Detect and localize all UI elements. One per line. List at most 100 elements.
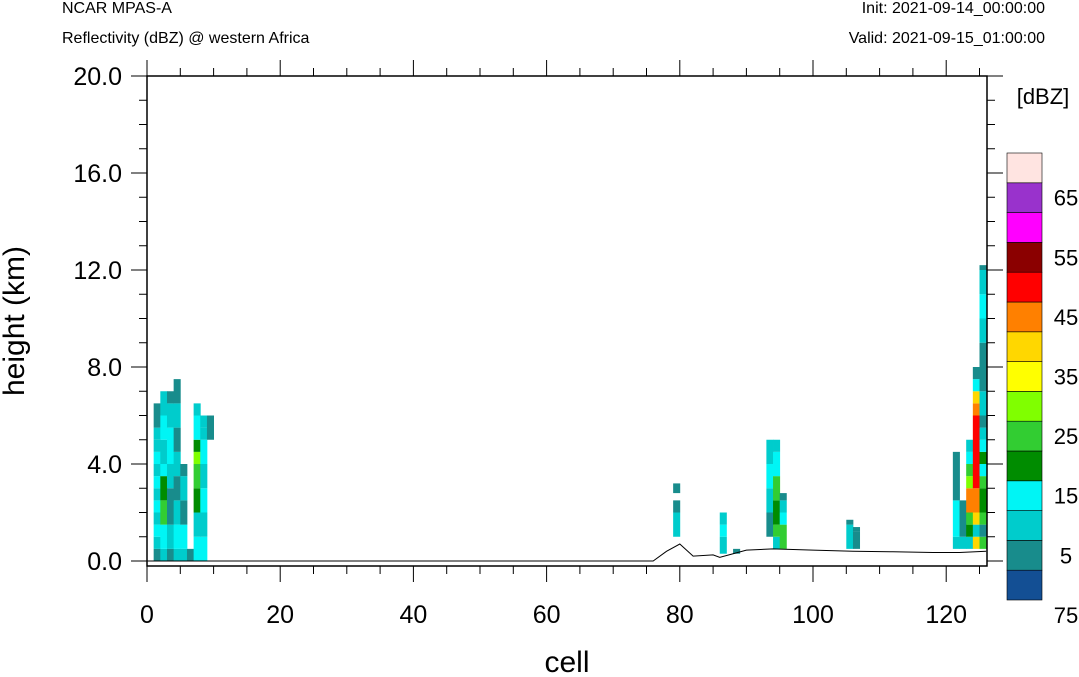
- reflectivity-cell: [153, 439, 161, 452]
- reflectivity-cell: [972, 524, 980, 537]
- reflectivity-cell: [166, 548, 175, 561]
- reflectivity-cell: [972, 391, 980, 404]
- reflectivity-cell: [979, 427, 987, 440]
- reflectivity-cell: [173, 524, 181, 549]
- reflectivity-cell: [972, 415, 980, 489]
- reflectivity-cell: [979, 451, 987, 464]
- reflectivity-cell: [979, 294, 987, 319]
- reflectivity-cell: [200, 488, 208, 513]
- y-tick-label: 16.0: [73, 160, 122, 188]
- x-axis-ticks: 0 20 40 60 80 100 120: [140, 60, 980, 629]
- reflectivity-cell: [673, 512, 681, 537]
- chart-subtitle: Reflectivity (dBZ) @ western Africa: [62, 30, 310, 47]
- reflectivity-cell: [979, 270, 987, 295]
- reflectivity-cell: [153, 548, 161, 561]
- reflectivity-cell: [979, 367, 987, 392]
- reflectivity-cell: [773, 439, 781, 452]
- reflectivity-cell: [160, 548, 168, 561]
- y-tick-label: 20.0: [73, 63, 122, 91]
- reflectivity-cell: [153, 524, 161, 537]
- colorbar-segment: [1006, 212, 1043, 243]
- reflectivity-cell: [959, 536, 967, 549]
- reflectivity-cell: [193, 439, 201, 452]
- colorbar-unit-label: [dBZ]: [1017, 84, 1070, 109]
- colorbar-segment: [1006, 480, 1043, 511]
- colorbar-segment: [1006, 182, 1043, 213]
- colorbar-tick-label: 35: [1054, 365, 1078, 390]
- reflectivity-cell: [979, 415, 987, 428]
- reflectivity-cell: [979, 439, 987, 452]
- model-name-title: NCAR MPAS-A: [62, 0, 172, 17]
- reflectivity-cell: [966, 439, 974, 452]
- colorbar-tick-label: 15: [1054, 484, 1078, 509]
- reflectivity-cell: [979, 265, 987, 270]
- reflectivity-cell: [153, 536, 161, 549]
- reflectivity-cell: [766, 512, 774, 537]
- reflectivity-cell: [852, 531, 861, 549]
- colorbar-tick-label: 65: [1054, 186, 1078, 211]
- reflectivity-cell: [200, 415, 208, 428]
- reflectivity-cell: [193, 488, 201, 513]
- reflectivity-cell: [966, 536, 974, 549]
- reflectivity-cell: [966, 464, 974, 477]
- plot-frame: [146, 75, 988, 567]
- y-axis-ticks: 0.0 4.0 8.0 12.0 16.0 20.0: [73, 63, 1003, 576]
- x-axis-title: cell: [544, 646, 589, 677]
- reflectivity-cell: [846, 524, 854, 549]
- reflectivity-cell: [773, 476, 781, 501]
- reflectivity-cell: [200, 512, 208, 537]
- reflectivity-cell: [193, 403, 201, 416]
- colorbar-segment: [1006, 242, 1043, 273]
- reflectivity-cell: [180, 524, 188, 549]
- reflectivity-cell: [160, 464, 168, 477]
- reflectivity-cell: [193, 415, 201, 440]
- reflectivity-cell: [979, 524, 987, 537]
- reflectivity-cell: [166, 391, 175, 404]
- reflectivity-cell: [200, 439, 208, 464]
- colorbar-legend: 5 15 25 35 45 55 65 75: [1006, 152, 1078, 628]
- y-tick-label: 8.0: [87, 354, 122, 382]
- reflectivity-cell: [160, 500, 168, 525]
- reflectivity-cell: [972, 403, 980, 416]
- reflectivity-cell: [160, 476, 168, 501]
- reflectivity-cell: [173, 451, 181, 477]
- reflectivity-cell: [952, 536, 960, 549]
- reflectivity-cell: [166, 464, 175, 489]
- reflectivity-cell: [846, 519, 854, 525]
- reflectivity-cell: [766, 488, 774, 513]
- reflectivity-cell: [972, 488, 980, 513]
- x-tick-label: 60: [533, 601, 561, 629]
- reflectivity-cell: [766, 439, 774, 464]
- reflectivity-cell: [153, 488, 161, 501]
- reflectivity-cell: [966, 476, 974, 489]
- reflectivity-cell: [180, 548, 188, 561]
- colorbar-segment: [1006, 271, 1043, 303]
- colorbar-segment: [1006, 450, 1043, 482]
- reflectivity-cell: [766, 464, 774, 489]
- reflectivity-cell: [166, 524, 175, 549]
- x-tick-label: 40: [399, 601, 427, 629]
- colorbar-segment: [1006, 420, 1043, 452]
- reflectivity-cell: [153, 476, 161, 489]
- colorbar-tick-label: 5: [1060, 543, 1072, 568]
- terrain-line: [147, 543, 987, 562]
- y-tick-label: 0.0: [87, 548, 122, 576]
- reflectivity-cell: [166, 488, 175, 525]
- x-tick-label: 100: [792, 601, 834, 629]
- reflectivity-cell: [153, 415, 161, 428]
- reflectivity-cell: [153, 512, 161, 525]
- reflectivity-cell: [979, 536, 987, 549]
- reflectivity-cell: [173, 548, 181, 561]
- reflectivity-cell: [200, 427, 208, 440]
- reflectivity-cell: [160, 415, 168, 440]
- colorbar-tick-label: 45: [1054, 305, 1078, 330]
- reflectivity-cell: [972, 379, 980, 392]
- x-tick-label: 0: [140, 601, 154, 629]
- reflectivity-cell: [966, 524, 974, 537]
- colorbar-segment: [1006, 301, 1043, 333]
- reflectivity-cell: [206, 415, 214, 440]
- reflectivity-cell: [166, 427, 175, 464]
- colorbar-segment: [1006, 569, 1043, 601]
- reflectivity-cell: [153, 500, 161, 513]
